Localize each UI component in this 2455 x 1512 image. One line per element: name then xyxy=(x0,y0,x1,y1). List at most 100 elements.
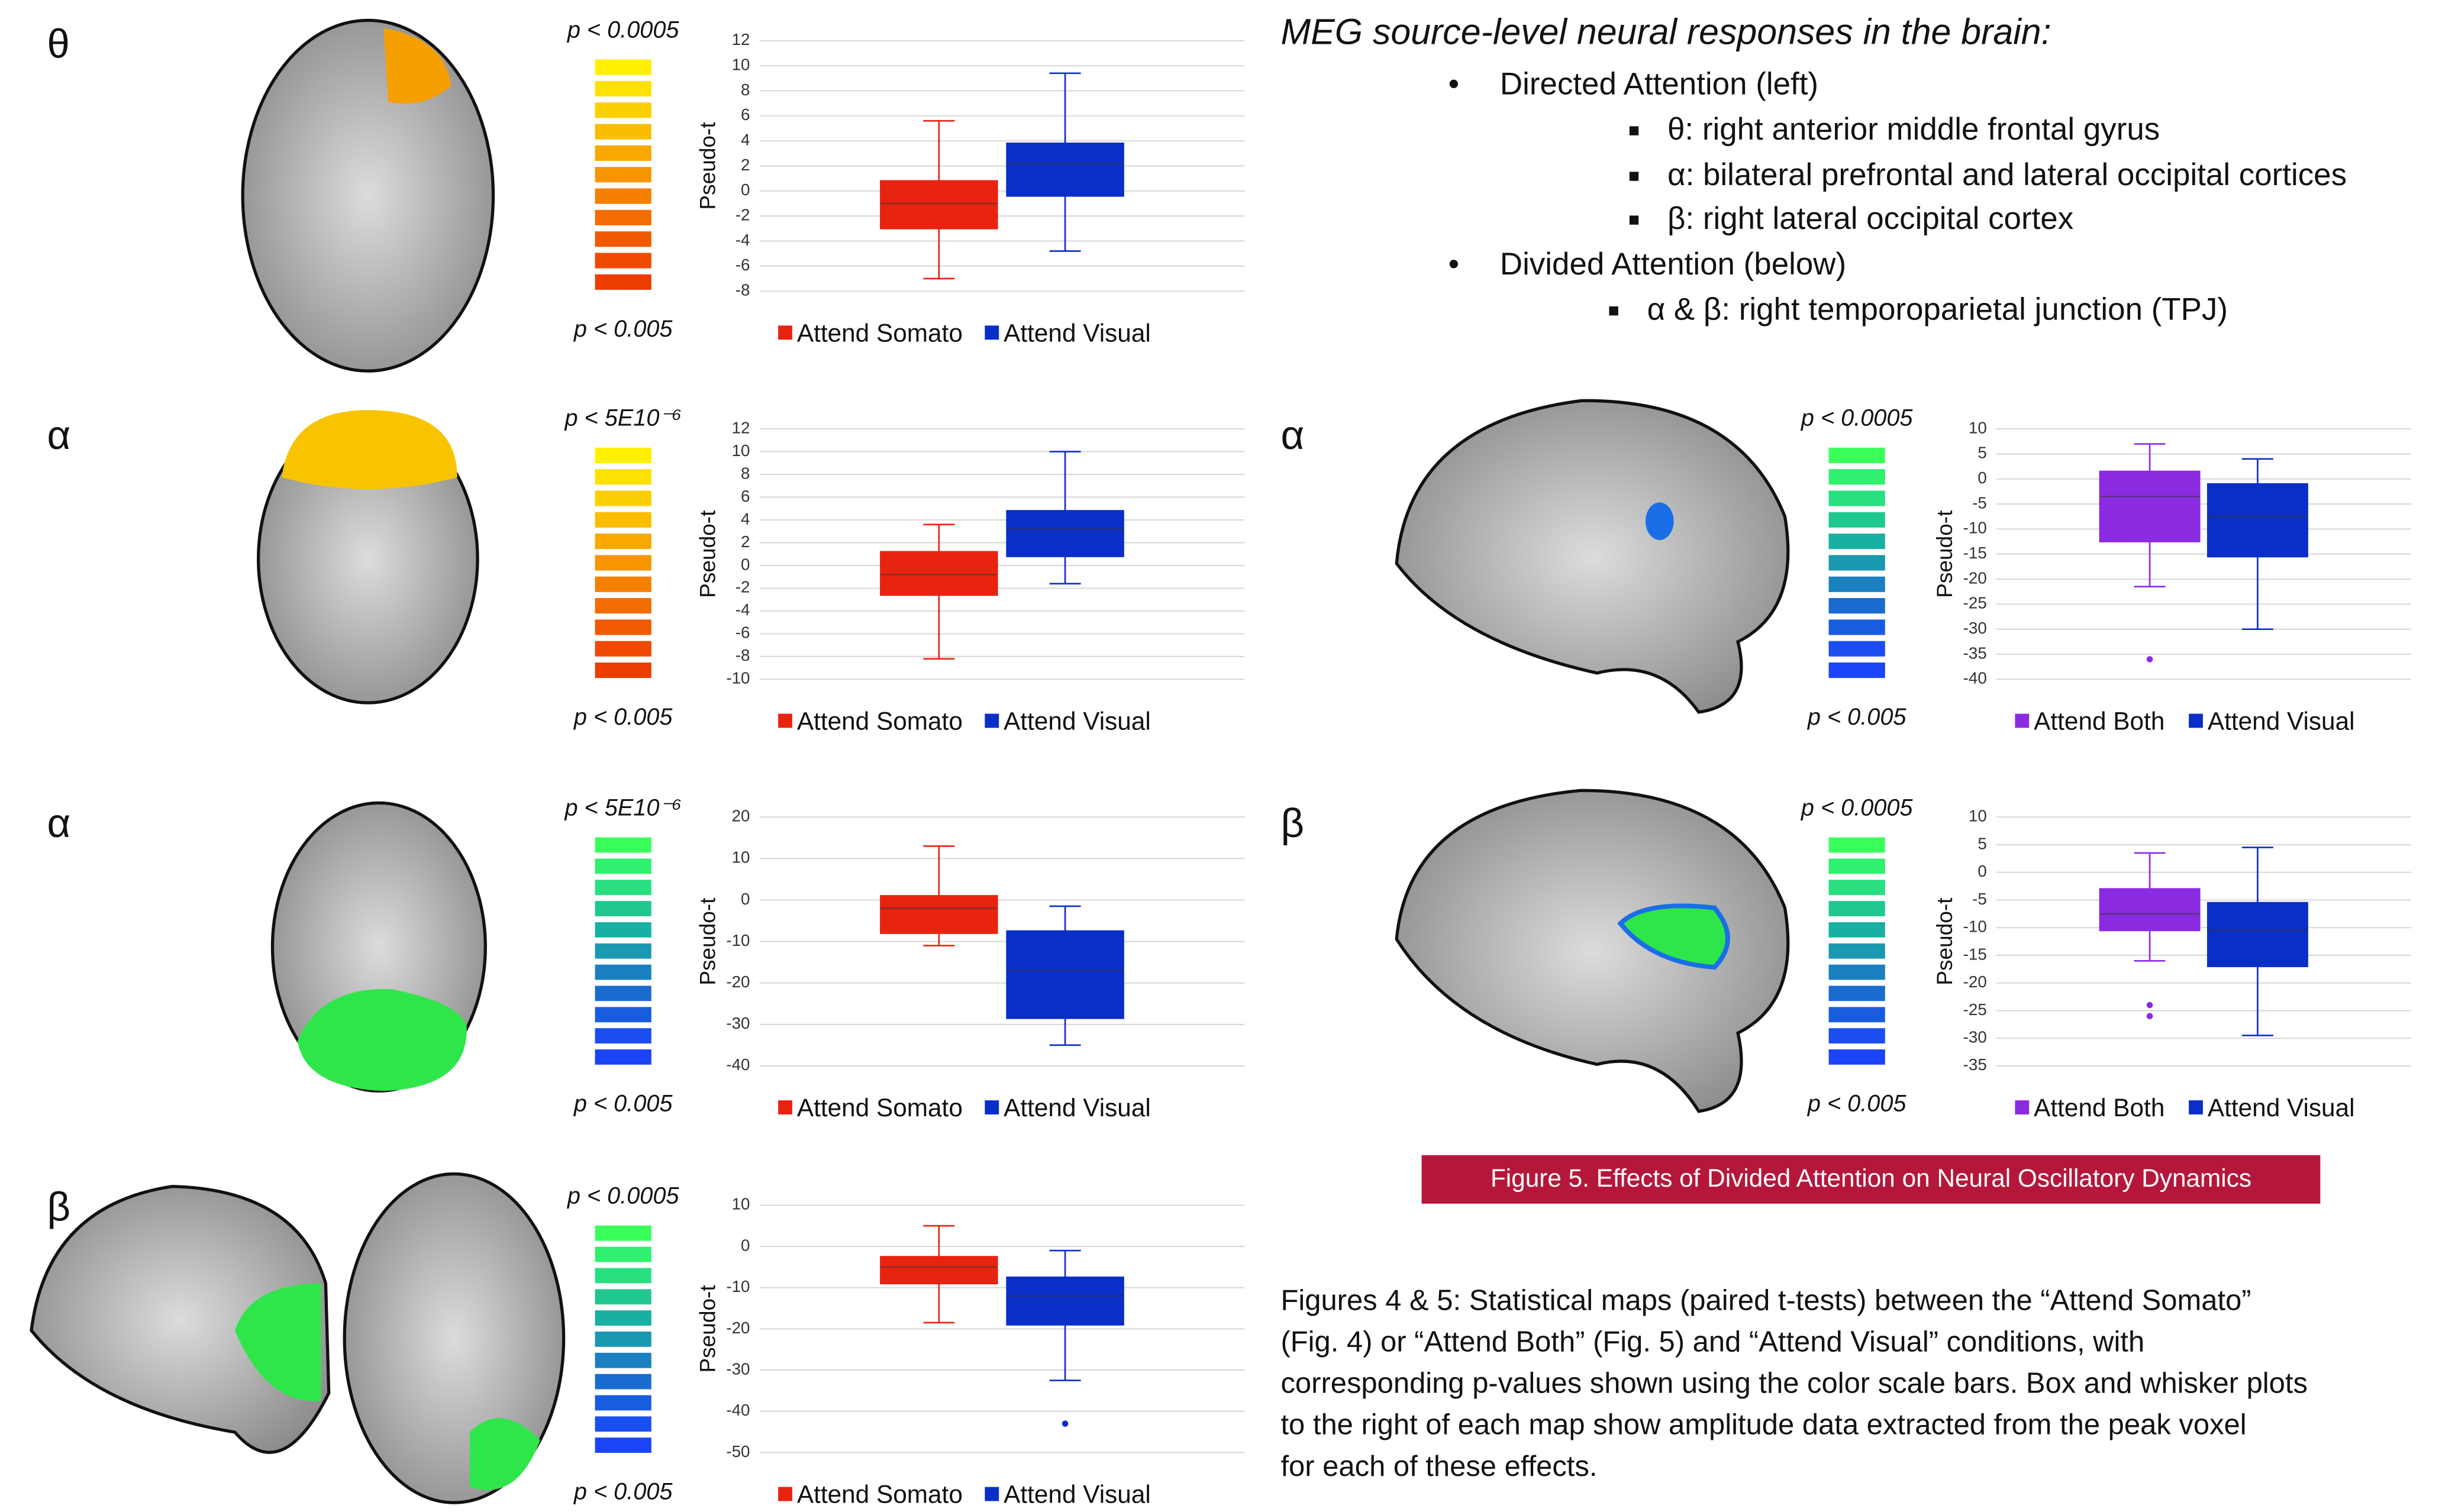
legend-label: Attend Visual xyxy=(2208,707,2355,735)
color-scale-step xyxy=(1829,986,1885,1001)
color-scale-step xyxy=(595,1353,651,1368)
color-scale-step xyxy=(595,188,651,203)
box xyxy=(2100,889,2199,931)
y-tick-label: -35 xyxy=(1963,644,1987,662)
outlier xyxy=(2147,1013,2153,1019)
y-tick-label: 0 xyxy=(1977,862,1986,880)
band-label: α xyxy=(1280,412,1304,458)
y-tick-label: 0 xyxy=(741,180,750,199)
y-tick-label: -30 xyxy=(726,1359,750,1378)
color-scale-step xyxy=(1829,838,1885,853)
color-scale-step xyxy=(595,1416,651,1432)
legend-swatch xyxy=(2189,714,2203,728)
color-scale-step xyxy=(1829,448,1885,463)
color-scale-step xyxy=(1829,901,1885,916)
color-scale-step xyxy=(1829,663,1885,678)
color-scale-step xyxy=(595,663,651,678)
legend-swatch xyxy=(778,1100,792,1114)
sub-bullet: β: right lateral occipital cortex xyxy=(1667,201,2073,236)
legend-label: Attend Somato xyxy=(797,1481,963,1508)
y-tick-label: -6 xyxy=(735,623,750,642)
legend-label: Attend Visual xyxy=(1004,707,1151,735)
y-tick-label: -35 xyxy=(1963,1055,1987,1074)
sub-bullet-marker: ■ xyxy=(1628,164,1640,186)
y-tick-label: -15 xyxy=(1963,945,1987,963)
color-scale-step xyxy=(595,60,651,75)
color-scale-step xyxy=(595,512,651,528)
color-scale-step xyxy=(595,81,651,96)
description-line: corresponding p-values shown using the c… xyxy=(1280,1368,2308,1400)
y-tick-label: -5 xyxy=(1972,493,1987,512)
legend-swatch xyxy=(985,1487,999,1501)
color-scale-step xyxy=(1829,534,1885,549)
color-scale-step xyxy=(1829,641,1885,657)
y-tick-label: 6 xyxy=(741,487,750,505)
legend-swatch xyxy=(985,325,999,340)
color-scale-step xyxy=(595,534,651,549)
color-scale-step xyxy=(1829,598,1885,613)
color-scale-step xyxy=(1829,1028,1885,1043)
color-scale-step xyxy=(595,448,651,463)
y-tick-label: 10 xyxy=(1969,807,1987,825)
y-tick-label: 10 xyxy=(732,848,750,867)
color-scale-step xyxy=(595,167,651,182)
color-scale-step xyxy=(595,146,651,161)
y-tick-label: -8 xyxy=(735,280,750,299)
p-bottom: p < 0.005 xyxy=(573,316,673,342)
p-bottom: p < 0.005 xyxy=(1807,1091,1906,1117)
y-tick-label: -50 xyxy=(726,1442,750,1461)
color-scale-step xyxy=(595,577,651,592)
legend-label: Attend Visual xyxy=(2208,1094,2355,1122)
legend-swatch xyxy=(2189,1100,2203,1114)
legend-swatch xyxy=(985,714,999,728)
y-tick-label: 8 xyxy=(741,80,750,99)
color-scale-step xyxy=(595,641,651,657)
color-scale-step xyxy=(1829,577,1885,592)
box xyxy=(2208,484,2307,557)
y-tick-label: 10 xyxy=(732,441,750,460)
y-tick-label: -2 xyxy=(735,205,750,224)
y-tick-label: -4 xyxy=(735,600,750,619)
band-label: β xyxy=(47,1184,70,1230)
box xyxy=(1007,1277,1124,1324)
color-scale-step xyxy=(595,124,651,140)
legend-swatch xyxy=(778,714,792,728)
sub-bullet-marker: ■ xyxy=(1608,299,1619,321)
y-axis-label: Pseudo-t xyxy=(695,122,720,210)
p-top: p < 0.0005 xyxy=(1801,405,1914,431)
legend-label: Attend Somato xyxy=(797,707,963,735)
y-tick-label: -10 xyxy=(1963,917,1987,936)
y-tick-label: -30 xyxy=(1963,1028,1987,1046)
y-tick-label: -25 xyxy=(1963,1000,1987,1019)
y-tick-label: 12 xyxy=(732,418,750,437)
y-tick-label: -5 xyxy=(1972,890,1987,908)
y-tick-label: 4 xyxy=(741,130,750,148)
box xyxy=(880,552,997,595)
bullet: Directed Attention (left) xyxy=(1500,67,1818,102)
sub-bullet-marker: ■ xyxy=(1628,119,1640,141)
figure: Figure 5. Effects of Divided Attention o… xyxy=(0,0,2455,1512)
y-tick-label: 10 xyxy=(1969,418,1987,437)
color-scale-step xyxy=(1829,880,1885,895)
band-label: α xyxy=(47,412,70,458)
color-scale-step xyxy=(595,944,651,959)
box xyxy=(2208,903,2307,967)
bullet: Divided Attention (below) xyxy=(1500,247,1846,282)
y-axis-label: Pseudo-t xyxy=(1932,897,1957,986)
color-scale-step xyxy=(595,1247,651,1262)
sub-bullet-marker: ■ xyxy=(1628,208,1640,230)
y-tick-label: -25 xyxy=(1963,594,1987,612)
box xyxy=(1007,143,1124,196)
box xyxy=(2100,471,2199,542)
sub-bullet: θ: right anterior middle frontal gyrus xyxy=(1667,112,2160,147)
color-scale-step xyxy=(595,901,651,916)
p-bottom: p < 0.005 xyxy=(1807,704,1906,730)
color-scale-step xyxy=(1829,469,1885,484)
color-scale-step xyxy=(595,102,651,118)
y-tick-label: -20 xyxy=(1963,568,1987,587)
p-top: p < 0.0005 xyxy=(567,17,680,43)
y-axis-label: Pseudo-t xyxy=(695,897,720,986)
p-bottom: p < 0.005 xyxy=(573,704,673,730)
color-scale-step xyxy=(1829,922,1885,938)
description-line: (Fig. 4) or “Attend Both” (Fig. 5) and “… xyxy=(1280,1326,2144,1358)
